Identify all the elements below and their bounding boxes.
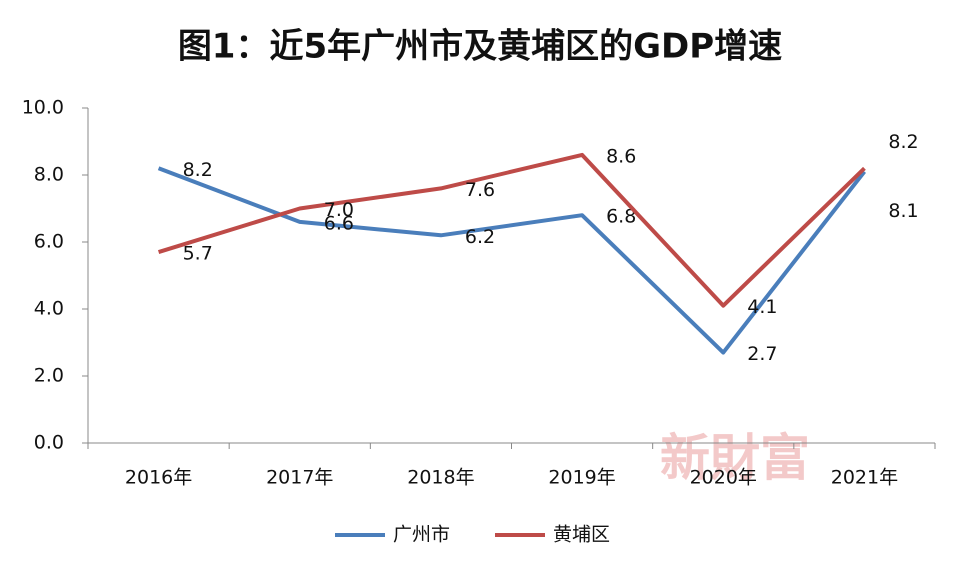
data-label: 8.1: [888, 200, 918, 222]
x-tick-label: 2020年: [690, 467, 757, 489]
data-label: 7.6: [465, 179, 495, 201]
data-label: 2.7: [747, 343, 777, 365]
data-label: 6.2: [465, 226, 495, 248]
data-label: 6.6: [324, 212, 354, 234]
y-tick-label: 8.0: [34, 164, 64, 186]
x-tick-label: 2021年: [831, 467, 898, 489]
y-tick-label: 0.0: [34, 432, 64, 454]
y-tick-label: 10.0: [22, 97, 64, 119]
x-tick-label: 2018年: [407, 467, 474, 489]
y-tick-label: 6.0: [34, 231, 64, 253]
data-label: 4.1: [747, 296, 777, 318]
series-line: [157, 166, 866, 355]
legend-label: 黄埔区: [553, 524, 610, 546]
data-label: 8.6: [606, 145, 636, 167]
y-tick-label: 4.0: [34, 298, 64, 320]
series-line: [157, 152, 866, 308]
watermark: 新財富: [660, 428, 810, 487]
x-tick-label: 2016年: [125, 467, 192, 489]
x-tick-label: 2019年: [548, 467, 615, 489]
legend-label: 广州市: [393, 524, 450, 546]
chart-title: 图1：近5年广州市及黄埔区的GDP增速: [178, 27, 782, 67]
x-tick-label: 2017年: [266, 467, 333, 489]
y-tick-label: 2.0: [34, 365, 64, 387]
data-label: 6.8: [606, 206, 636, 228]
data-label: 8.2: [888, 131, 918, 153]
data-label: 5.7: [183, 243, 213, 265]
data-label: 8.2: [183, 159, 213, 181]
data-label: 7.0: [324, 199, 354, 221]
